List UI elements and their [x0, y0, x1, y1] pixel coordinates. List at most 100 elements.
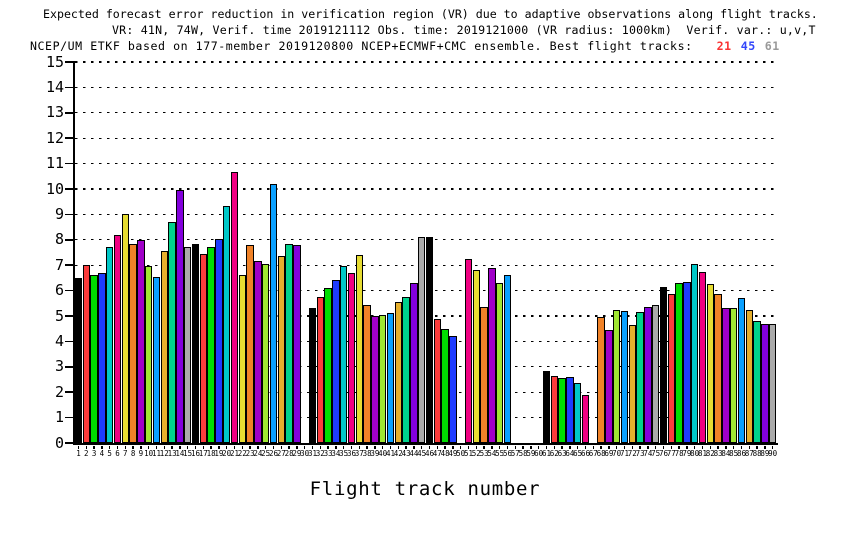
- y-tick-14: [65, 86, 75, 89]
- bar-track-74: [644, 307, 652, 443]
- x-tick-18: [210, 445, 212, 449]
- x-tick-77: [670, 445, 672, 449]
- x-tick-7: [124, 445, 126, 449]
- chart-subtitle-ensemble-info: NCEP/UM ETKF based on 177-member 2019120…: [30, 39, 780, 53]
- bar-track-47: [433, 318, 441, 443]
- bar-track-15: [184, 247, 192, 443]
- x-tick-59: [530, 445, 532, 449]
- x-tick-5: [109, 445, 111, 449]
- y-tick-label-3: 3: [54, 357, 64, 376]
- bar-track-62: [550, 375, 558, 443]
- x-tick-58: [522, 445, 524, 449]
- x-tick-label-15: 15: [183, 449, 193, 458]
- x-tick-label-41: 41: [385, 449, 396, 458]
- y-tick-label-1: 1: [54, 408, 64, 427]
- x-tick-label-24: 24: [253, 449, 263, 458]
- x-tick-label-44: 44: [409, 449, 419, 458]
- bar-track-40: [379, 314, 387, 443]
- bar-track-6: [113, 234, 122, 443]
- x-tick-15: [187, 445, 189, 449]
- x-tick-54: [491, 445, 493, 449]
- x-tick-84: [725, 445, 727, 449]
- y-tick-15: [65, 61, 75, 63]
- x-tick-label-87: 87: [744, 449, 754, 458]
- bar-track-82: [706, 284, 714, 443]
- y-tick-label-15: 15: [45, 52, 64, 71]
- x-tick-label-7: 7: [123, 449, 128, 458]
- x-tick-42: [397, 445, 399, 449]
- bar-track-77: [667, 294, 675, 443]
- y-tick-label-0: 0: [54, 433, 64, 452]
- y-tick-4: [65, 340, 75, 343]
- bar-track-20: [223, 205, 231, 443]
- x-tick-16: [194, 445, 197, 449]
- x-tick-label-29: 29: [292, 449, 302, 458]
- bar-track-2: [82, 265, 90, 443]
- y-tick-label-11: 11: [45, 154, 64, 173]
- x-tick-82: [709, 445, 711, 449]
- x-tick-14: [179, 445, 181, 449]
- x-tick-85: [733, 445, 735, 449]
- bar-track-78: [675, 282, 683, 443]
- x-tick-label-3: 3: [91, 449, 97, 458]
- bar-track-64: [566, 376, 574, 443]
- gridline-y13: [74, 112, 778, 114]
- bar-track-4: [98, 272, 106, 443]
- bar-track-12: [160, 251, 168, 443]
- bar-track-80: [691, 263, 699, 443]
- bar-track-8: [129, 243, 137, 443]
- x-tick-51: [467, 445, 470, 449]
- x-tick-19: [218, 445, 220, 449]
- bar-track-69: [605, 329, 613, 443]
- bar-track-31: [308, 308, 317, 443]
- x-tick-26: [272, 445, 275, 449]
- x-tick-label-62: 62: [549, 449, 559, 458]
- x-tick-65: [577, 445, 579, 449]
- x-tick-label-77: 77: [666, 449, 676, 458]
- x-tick-10: [148, 445, 150, 449]
- y-tick-label-9: 9: [54, 204, 64, 223]
- y-tick-label-7: 7: [54, 255, 64, 274]
- x-tick-label-42: 42: [393, 449, 403, 458]
- y-tick-label-12: 12: [45, 128, 64, 147]
- x-tick-81: [701, 445, 704, 449]
- x-tick-label-5: 5: [107, 449, 112, 458]
- x-tick-label-80: 80: [690, 449, 700, 458]
- x-tick-label-14: 14: [175, 449, 185, 458]
- x-tick-60: [538, 445, 540, 449]
- x-tick-57: [514, 445, 516, 449]
- x-tick-label-72: 72: [627, 449, 637, 458]
- bar-track-70: [613, 309, 621, 443]
- x-tick-79: [686, 445, 688, 449]
- x-tick-label-55: 55: [495, 449, 505, 458]
- bar-track-54: [488, 267, 496, 443]
- x-tick-label-6: 6: [115, 449, 120, 458]
- x-tick-74: [647, 445, 649, 449]
- x-tick-label-37: 37: [354, 449, 364, 458]
- x-tick-label-73: 73: [635, 449, 645, 458]
- bar-track-24: [254, 261, 262, 443]
- gridline-y15: [74, 61, 778, 63]
- bar-track-25: [262, 263, 270, 443]
- x-tick-label-53: 53: [479, 449, 489, 458]
- x-tick-49: [452, 445, 454, 449]
- y-tick-label-2: 2: [54, 382, 64, 401]
- x-axis-title: Flight track number: [309, 478, 541, 500]
- best-track-3: 61: [764, 39, 780, 53]
- x-tick-label-69: 69: [604, 449, 614, 458]
- y-tick-label-8: 8: [54, 230, 64, 249]
- bar-track-52: [472, 270, 480, 443]
- x-tick-label-23: 23: [245, 449, 255, 458]
- bar-track-85: [730, 308, 738, 443]
- y-tick-label-10: 10: [45, 179, 64, 198]
- x-tick-40: [382, 445, 384, 449]
- x-tick-label-25: 25: [261, 449, 271, 458]
- x-tick-label-2: 2: [84, 449, 89, 458]
- x-tick-70: [616, 445, 618, 449]
- bar-track-61: [542, 370, 551, 443]
- x-tick-90: [772, 445, 774, 449]
- y-tick-13: [65, 111, 75, 114]
- bar-track-37: [355, 255, 363, 443]
- x-tick-label-54: 54: [487, 449, 497, 458]
